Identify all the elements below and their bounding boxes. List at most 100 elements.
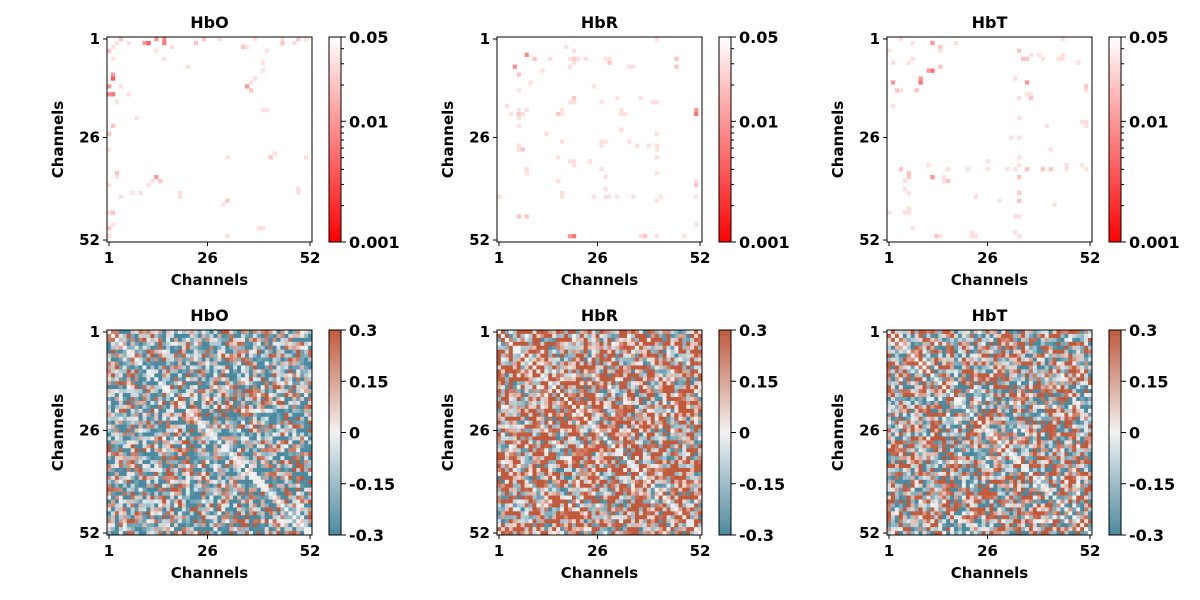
- heatmap-cell: [634, 389, 640, 394]
- heatmap-cell: [276, 349, 281, 354]
- heatmap-cell: [110, 503, 116, 508]
- heatmap-cell: [174, 515, 179, 520]
- heatmap-cell: [248, 389, 254, 394]
- heatmap-cell: [221, 483, 226, 488]
- heatmap-cell: [646, 440, 652, 445]
- heatmap-cell: [544, 424, 549, 429]
- heatmap-cell: [241, 499, 246, 504]
- heatmap-cell: [579, 420, 585, 425]
- heatmap-cell: [201, 397, 206, 402]
- heatmap-cell: [564, 397, 569, 402]
- heatmap-cell: [237, 475, 242, 481]
- heatmap-cell: [146, 471, 151, 477]
- heatmap-cell: [296, 467, 301, 473]
- heatmap-cell: [142, 487, 147, 492]
- heatmap-cell: [193, 373, 198, 378]
- heatmap-cell: [300, 448, 305, 453]
- heatmap-cell: [209, 365, 214, 370]
- heatmap-cell: [296, 507, 301, 512]
- heatmap-cell: [540, 416, 545, 421]
- heatmap-cell: [252, 475, 258, 481]
- heatmap-cell: [233, 416, 238, 421]
- heatmap-cell: [938, 234, 943, 239]
- heatmap-cell: [233, 475, 238, 481]
- heatmap-cell: [638, 381, 644, 386]
- heatmap-cell: [158, 397, 163, 402]
- heatmap-cell: [690, 464, 695, 469]
- heatmap-cell: [599, 424, 604, 429]
- heatmap-cell: [146, 353, 151, 358]
- heatmap-cell: [304, 37, 309, 42]
- heatmap-cell: [607, 456, 612, 461]
- heatmap-cell: [162, 369, 167, 374]
- heatmap-cell: [170, 452, 175, 457]
- heatmap-cell: [110, 436, 116, 441]
- heatmap-cell: [662, 397, 667, 402]
- heatmap-cell: [678, 456, 683, 461]
- heatmap-cell: [556, 349, 561, 354]
- heatmap-cell: [276, 436, 281, 441]
- heatmap-cell: [670, 369, 675, 374]
- heatmap-cell: [185, 377, 191, 382]
- heatmap-cell: [177, 349, 183, 354]
- heatmap-cell: [197, 487, 202, 492]
- heatmap-cell: [646, 365, 652, 370]
- heatmap-cell: [969, 230, 975, 235]
- heatmap-cell: [276, 428, 281, 433]
- heatmap-cell: [241, 507, 246, 512]
- heatmap-cell: [497, 361, 502, 366]
- heatmap-cell: [654, 432, 659, 437]
- heatmap-cell: [177, 452, 183, 457]
- heatmap-cell: [670, 381, 675, 386]
- heatmap-cell: [544, 448, 549, 453]
- heatmap-cell: [233, 369, 238, 374]
- heatmap-cell: [524, 420, 529, 425]
- heatmap-cell: [130, 483, 135, 488]
- heatmap-cell: [631, 440, 636, 445]
- heatmap-cell: [654, 341, 659, 347]
- heatmap-cell: [185, 495, 191, 500]
- heatmap-cell: [185, 424, 191, 429]
- heatmap-cell: [244, 377, 250, 382]
- heatmap-cell: [300, 365, 305, 370]
- heatmap-cell: [658, 416, 663, 421]
- heatmap-cell: [193, 397, 198, 402]
- heatmap-cell: [520, 440, 525, 445]
- heatmap-cell: [122, 428, 128, 433]
- heatmap-cell: [280, 393, 285, 398]
- heatmap-cell: [193, 444, 198, 449]
- heatmap-cell: [682, 440, 687, 445]
- heatmap-cell: [276, 408, 281, 414]
- heatmap-cell: [694, 349, 699, 354]
- heatmap-cell: [185, 365, 191, 370]
- heatmap-cell: [177, 428, 183, 433]
- heatmap-cell: [300, 460, 305, 465]
- heatmap-cell: [276, 404, 281, 410]
- heatmap-cell: [548, 330, 553, 335]
- heatmap-cell: [213, 511, 218, 516]
- heatmap-cell: [205, 345, 210, 351]
- heatmap-cell: [607, 412, 612, 418]
- heatmap-cell: [221, 353, 226, 358]
- heatmap-cell: [110, 416, 116, 421]
- heatmap-cell: [607, 381, 612, 386]
- heatmap-cell: [288, 389, 293, 394]
- heatmap-cell: [146, 511, 151, 516]
- heatmap-cell: [591, 369, 596, 374]
- heatmap-cell: [698, 349, 703, 354]
- heatmap-cell: [248, 487, 254, 492]
- heatmap-cell: [544, 357, 549, 362]
- heatmap-cell: [229, 471, 234, 477]
- heatmap-cell: [520, 464, 525, 469]
- heatmap-cell: [524, 440, 529, 445]
- heatmap-cell: [107, 416, 112, 421]
- heatmap-cell: [248, 333, 254, 339]
- heatmap-cell: [162, 330, 167, 335]
- heatmap-cell: [170, 381, 175, 386]
- heatmap-cell: [670, 436, 675, 441]
- heatmap-frame: [106, 329, 313, 536]
- heatmap-cell: [938, 48, 943, 54]
- heatmap-cell: [177, 491, 183, 496]
- heatmap-cell: [512, 349, 518, 354]
- heatmap-cell: [268, 424, 273, 429]
